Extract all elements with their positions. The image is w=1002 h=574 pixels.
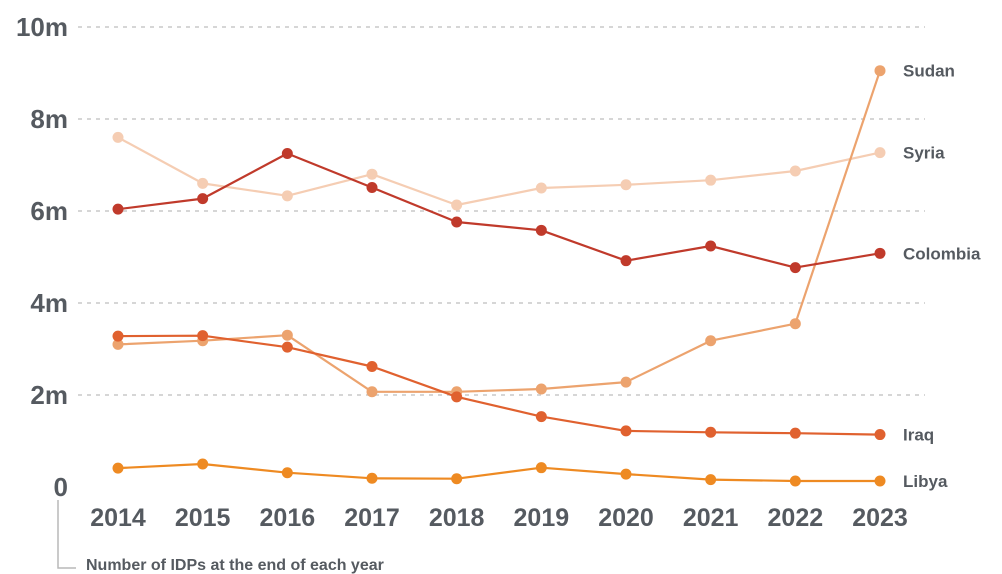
y-tick-label: 4m <box>30 288 68 318</box>
y-tick-label: 10m <box>16 12 68 42</box>
point-libya-2015 <box>197 458 209 470</box>
point-libya-2021 <box>705 474 717 486</box>
point-iraq-2017 <box>366 360 378 372</box>
series-syria <box>112 131 886 211</box>
point-colombia-2023 <box>874 247 886 259</box>
note-bracket <box>57 500 76 569</box>
point-sudan-2016 <box>281 329 293 341</box>
grid-lines <box>78 26 925 396</box>
point-iraq-2021 <box>705 426 717 438</box>
point-sudan-2021 <box>705 335 717 347</box>
series-label-iraq: Iraq <box>903 426 934 445</box>
x-axis-tick-labels: 2014 2015 2016 2017 2018 2019 2020 2021 2022 2023 <box>90 504 908 532</box>
point-colombia-2018 <box>451 216 463 228</box>
point-iraq-2023 <box>874 429 886 441</box>
series-label-colombia: Colombia <box>903 244 981 263</box>
point-sudan-2019 <box>535 383 547 395</box>
point-iraq-2020 <box>620 425 632 437</box>
point-sudan-2017 <box>366 386 378 398</box>
y-axis-tick-labels: 0 2m 4m 6m 8m 10m <box>16 12 68 502</box>
y-tick-label: 8m <box>30 104 68 134</box>
point-colombia-2014 <box>112 203 124 215</box>
series-label-libya: Libya <box>903 472 948 491</box>
point-libya-2020 <box>620 468 632 480</box>
point-libya-2022 <box>789 475 801 487</box>
point-iraq-2016 <box>281 341 293 353</box>
point-sudan-2020 <box>620 376 632 388</box>
point-colombia-2022 <box>789 262 801 274</box>
point-libya-2016 <box>281 467 293 479</box>
y-tick-label: 2m <box>30 380 68 410</box>
point-sudan-2023 <box>874 65 886 77</box>
point-syria-2017 <box>366 168 378 180</box>
series-libya <box>112 458 886 487</box>
line-iraq <box>117 334 881 436</box>
point-syria-2023 <box>874 147 886 159</box>
point-libya-2017 <box>366 472 378 484</box>
line-sudan <box>117 70 882 393</box>
point-iraq-2015 <box>197 330 209 342</box>
point-libya-2018 <box>451 473 463 485</box>
point-syria-2021 <box>705 174 717 186</box>
point-colombia-2017 <box>366 182 378 194</box>
line-colombia <box>117 152 881 269</box>
point-syria-2016 <box>281 190 293 202</box>
point-syria-2015 <box>197 177 209 189</box>
series-iraq <box>112 330 886 441</box>
series-label-syria: Syria <box>903 144 945 163</box>
line-syria <box>117 136 881 207</box>
point-syria-2022 <box>789 165 801 177</box>
series-label-sudan: Sudan <box>903 62 955 81</box>
y-tick-label: 0 <box>54 472 68 502</box>
x-tick-label: 2019 <box>514 504 570 532</box>
point-syria-2019 <box>535 182 547 194</box>
series-colombia <box>112 148 886 274</box>
point-iraq-2018 <box>451 391 463 403</box>
point-libya-2014 <box>112 462 124 474</box>
point-syria-2014 <box>112 131 124 143</box>
point-iraq-2014 <box>112 330 124 342</box>
point-syria-2020 <box>620 179 632 191</box>
x-tick-label: 2015 <box>175 504 231 532</box>
x-tick-label: 2014 <box>90 504 146 532</box>
point-sudan-2014 <box>112 338 124 350</box>
x-tick-label: 2017 <box>344 504 400 532</box>
x-tick-label: 2021 <box>683 504 739 532</box>
note-text: Number of IDPs at the end of each year <box>86 557 384 574</box>
chart-note: Number of IDPs at the end of each year <box>57 500 384 574</box>
x-tick-label: 2016 <box>260 504 316 532</box>
point-syria-2018 <box>451 199 463 211</box>
series-sudan <box>112 65 886 398</box>
point-colombia-2016 <box>281 148 293 159</box>
x-tick-label: 2022 <box>768 504 824 532</box>
y-tick-label: 6m <box>30 196 68 226</box>
series-labels: Syria Sudan Colombia Iraq Libya <box>903 62 981 491</box>
point-libya-2023 <box>874 475 886 487</box>
point-colombia-2015 <box>197 193 209 205</box>
x-tick-label: 2018 <box>429 504 485 532</box>
line-libya <box>117 462 880 483</box>
point-colombia-2019 <box>535 224 547 236</box>
point-iraq-2022 <box>789 427 801 439</box>
x-tick-label: 2020 <box>598 504 654 532</box>
point-iraq-2019 <box>535 411 547 423</box>
point-colombia-2021 <box>705 240 717 252</box>
point-colombia-2020 <box>620 255 632 267</box>
point-libya-2019 <box>535 462 547 474</box>
series-lines <box>112 65 886 487</box>
point-sudan-2022 <box>789 318 801 330</box>
x-tick-label: 2023 <box>852 504 908 532</box>
